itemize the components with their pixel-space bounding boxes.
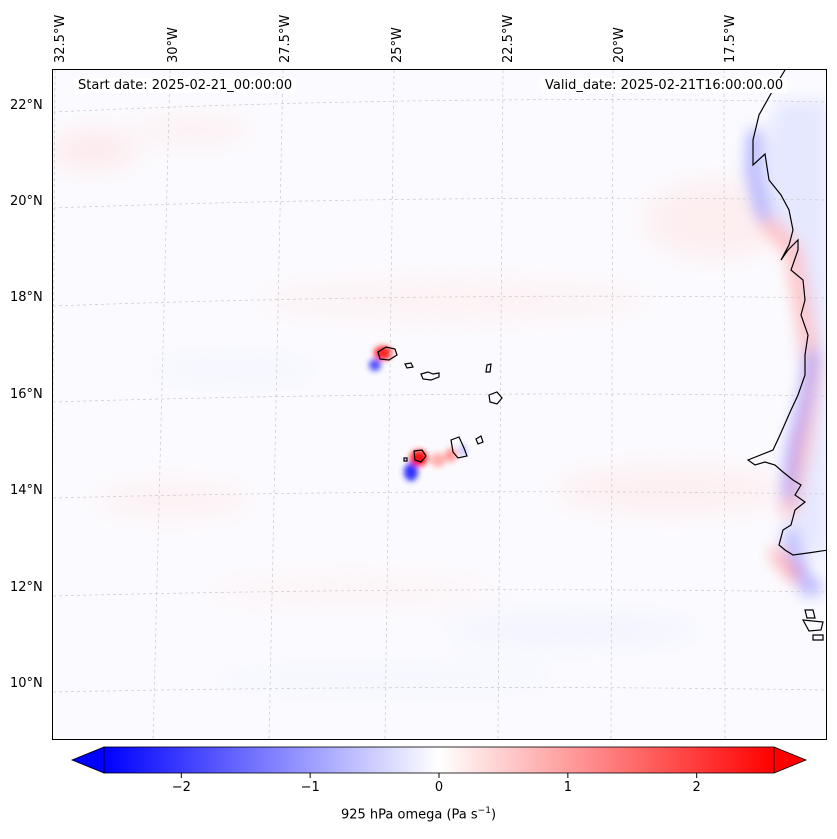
omega-field-map — [53, 70, 826, 739]
lon-label: 27.5°W — [278, 14, 293, 63]
coastlines — [377, 70, 826, 641]
colorbar-title: 925 hPa omega (Pa s−1) — [0, 806, 837, 822]
african-coastline — [746, 70, 826, 556]
map-plot-area — [52, 69, 827, 740]
colorbar-ticks: −2 −1 0 1 2 — [172, 773, 701, 795]
island-santiago — [450, 436, 468, 459]
island-fogo — [413, 449, 427, 463]
colorbar: −2 −1 0 1 2 — [70, 746, 808, 795]
colorbar-title-exponent: −1 — [477, 806, 491, 816]
colorbar-gradient — [103, 746, 775, 774]
island-brava — [403, 457, 408, 462]
lat-label: 20°N — [10, 194, 43, 209]
colorbar-title-close: ) — [490, 807, 497, 823]
colorbar-tick-label: 0 — [435, 780, 443, 795]
colorbar-extend-min — [70, 746, 105, 774]
colorbar-tick-label: 1 — [564, 780, 572, 795]
lon-label: 25°W — [390, 27, 405, 63]
lat-label: 18°N — [10, 290, 43, 305]
colorbar-tick-label: −2 — [172, 780, 191, 795]
lon-label: 22.5°W — [501, 14, 516, 63]
island-sal — [485, 363, 492, 373]
lat-label: 12°N — [10, 580, 43, 595]
graticule — [53, 70, 826, 739]
lon-label: 30°W — [166, 27, 181, 63]
valid-date-label: Valid_date: 2025-02-21T16:00:00.00 — [541, 78, 788, 93]
island-boa-vista — [488, 391, 503, 405]
lat-label: 22°N — [10, 98, 43, 113]
island-sao-nicolau — [420, 371, 440, 381]
colorbar-tick-label: −1 — [301, 780, 320, 795]
start-date-label: Start date: 2025-02-21_00:00:00 — [74, 78, 297, 93]
island-sao-vicente — [404, 362, 414, 369]
west-african-islets — [801, 609, 824, 641]
lon-label: 17.5°W — [723, 14, 738, 63]
lat-label: 14°N — [10, 483, 43, 498]
island-dipoles — [369, 346, 467, 481]
coastal-convergence-band — [748, 100, 826, 597]
lat-label: 16°N — [10, 387, 43, 402]
lon-label: 20°W — [612, 27, 627, 63]
island-santo-antao — [377, 346, 398, 361]
lon-label: 32.5°W — [53, 14, 68, 63]
island-maio — [475, 435, 484, 445]
lat-label: 10°N — [10, 676, 43, 691]
field-background-texture — [53, 118, 793, 692]
colorbar-extend-max — [773, 746, 808, 774]
colorbar-tick-label: 2 — [693, 780, 701, 795]
colorbar-title-text: 925 hPa omega (Pa s — [340, 807, 478, 823]
